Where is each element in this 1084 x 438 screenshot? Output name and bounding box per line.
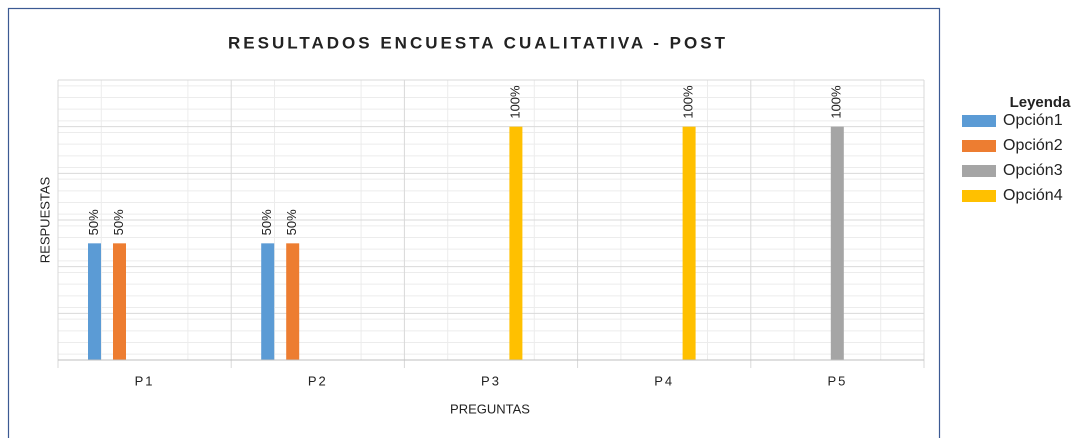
x-tick-label: P2 bbox=[308, 373, 328, 388]
data-label: 100% bbox=[681, 85, 696, 119]
bar bbox=[830, 126, 844, 361]
y-axis-label: RESPUESTAS bbox=[37, 176, 52, 263]
data-label: 100% bbox=[829, 85, 844, 119]
bar bbox=[682, 126, 696, 361]
x-axis-label: PREGUNTAS bbox=[450, 401, 530, 416]
data-label: 50% bbox=[111, 209, 126, 235]
bar bbox=[261, 243, 275, 360]
bar bbox=[88, 243, 101, 360]
legend-swatch bbox=[962, 115, 996, 127]
legend-swatch bbox=[962, 165, 996, 177]
legend-swatch bbox=[962, 140, 996, 152]
legend-title: Leyenda bbox=[1010, 94, 1072, 111]
chart-title: RESULTADOS ENCUESTA CUALITATIVA - POST bbox=[228, 33, 728, 52]
legend-label: Opción2 bbox=[1003, 137, 1063, 154]
legend-label: Opción1 bbox=[1003, 112, 1063, 129]
data-label: 100% bbox=[507, 85, 522, 119]
legend-swatch bbox=[962, 190, 996, 202]
legend-label: Opción3 bbox=[1003, 162, 1063, 179]
x-tick-label: P4 bbox=[654, 373, 674, 388]
data-label: 50% bbox=[259, 209, 274, 235]
bar bbox=[509, 126, 523, 361]
data-label: 50% bbox=[284, 209, 299, 235]
x-tick-label: P1 bbox=[135, 373, 155, 388]
legend-label: Opción4 bbox=[1003, 187, 1063, 204]
x-tick-label: P3 bbox=[481, 373, 501, 388]
bar bbox=[286, 243, 300, 360]
bar bbox=[113, 243, 126, 360]
data-label: 50% bbox=[86, 209, 101, 235]
x-tick-label: P5 bbox=[827, 373, 847, 388]
